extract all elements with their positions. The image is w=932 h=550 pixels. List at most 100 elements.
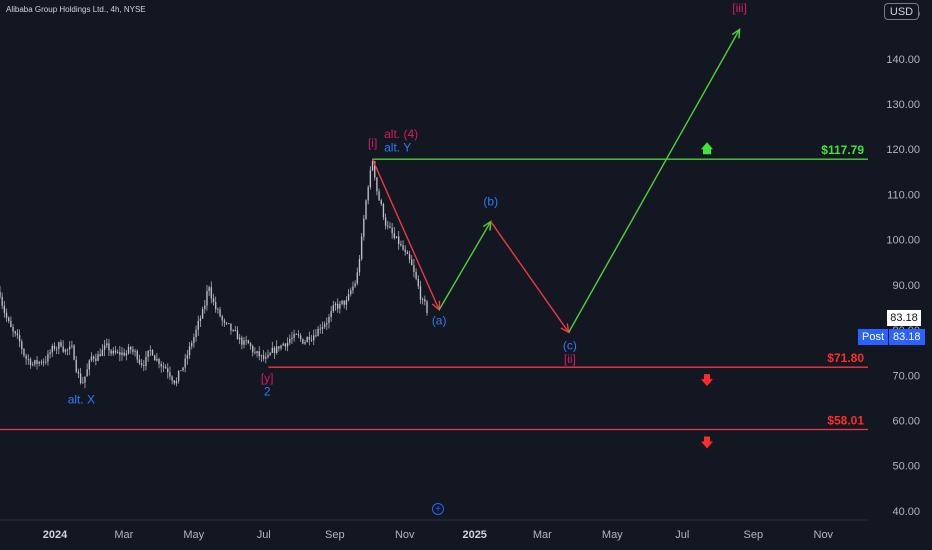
candle-body (256, 351, 258, 354)
candle-body (221, 316, 223, 321)
price-levels: $117.79 $71.80 $58.01 (0, 142, 868, 449)
arrow-down-icon (701, 374, 713, 387)
candle-body (88, 360, 91, 370)
candle-body (214, 302, 217, 310)
candle-body (25, 355, 27, 359)
y-tick-label: 50.00 (892, 461, 920, 473)
candle-body (18, 335, 21, 342)
candle-body (125, 353, 128, 356)
candle-body (232, 330, 234, 332)
candle-body (175, 380, 178, 384)
candle-body (321, 327, 324, 329)
candle-body (374, 161, 376, 178)
y-tick-label: 120.00 (886, 144, 920, 156)
candle-body (64, 349, 67, 352)
candle-body (77, 371, 80, 374)
candle-body (180, 370, 182, 372)
wave-label: alt. Y (384, 140, 411, 154)
candle-body (16, 333, 19, 336)
wave-segment[interactable] (372, 159, 440, 311)
candle-body (382, 203, 385, 218)
candle-body (280, 345, 282, 349)
y-axis[interactable]: 40.0050.0060.0070.0080.0090.00100.00110.… (868, 0, 932, 550)
x-tick-label: Nov (395, 529, 415, 541)
candle-body (217, 309, 219, 310)
wave-segment[interactable] (568, 29, 741, 333)
candle-body (34, 360, 36, 365)
candle-body (376, 177, 378, 192)
last-price-tag: 83.18 (887, 310, 921, 326)
y-tick-label: 60.00 (892, 416, 920, 428)
candle-body (69, 346, 71, 350)
candle-body (58, 342, 60, 349)
candle-body (164, 366, 167, 369)
level-label: $117.79 (821, 143, 864, 157)
candle-body (247, 340, 250, 344)
candle-body (413, 265, 415, 272)
candle-body (262, 355, 265, 359)
candle-body (365, 200, 367, 219)
candle-body (286, 342, 289, 347)
candle-body (378, 191, 380, 201)
candle-body (186, 355, 189, 359)
y-tick-label: 40.00 (892, 506, 920, 518)
wave-label: [i] (368, 136, 377, 150)
candle-body (79, 373, 82, 384)
candle-body (86, 369, 88, 377)
candle-body (391, 227, 393, 234)
candle-body (417, 278, 419, 287)
candle-body (82, 382, 84, 384)
y-tick-label: 130.00 (886, 99, 920, 111)
candle-body (238, 337, 241, 340)
arrow-down-icon (701, 436, 713, 449)
candle-body (284, 343, 287, 347)
candle-body (384, 217, 387, 226)
x-tick-label: Nov (814, 529, 834, 541)
candle-body (258, 351, 260, 357)
wave-segment[interactable] (438, 221, 492, 311)
x-tick-label: Sep (325, 529, 345, 541)
candle-body (267, 355, 269, 358)
candle-body (228, 323, 230, 324)
x-tick-label: May (602, 529, 623, 541)
wave-label: 2 (264, 385, 271, 399)
y-axis-background (868, 0, 932, 550)
candle-body (173, 380, 175, 384)
candle-body (323, 324, 326, 328)
candle-body (332, 305, 335, 312)
candle-body (116, 352, 119, 353)
candle-body (289, 339, 291, 343)
x-tick-label: Jul (675, 529, 689, 541)
candle-body (114, 350, 117, 353)
candle-body (62, 346, 64, 352)
post-market-tag: Post 83.18 (858, 329, 925, 345)
candle-body (140, 363, 143, 366)
candle-body (12, 327, 14, 332)
wave-paths (372, 27, 741, 334)
candle-body (230, 323, 232, 331)
candle-body (84, 376, 86, 383)
candle-body (40, 361, 43, 363)
candle-body (354, 283, 356, 287)
candle-body (210, 287, 213, 299)
candle-body (199, 318, 202, 321)
add-plus-icon[interactable]: + (432, 503, 444, 515)
candle-body (371, 161, 374, 171)
candle-body (295, 334, 297, 335)
candle-body (188, 346, 191, 356)
x-tick-label: Jul (257, 529, 271, 541)
candle-body (380, 200, 382, 204)
candle-body (8, 317, 10, 321)
candle-body (234, 330, 236, 332)
candle-body (14, 331, 16, 334)
currency-button[interactable]: USD (884, 3, 919, 20)
x-axis[interactable]: 2024 Mar May Jul Sep Nov 2025 Mar May Jul Sep Nov (0, 519, 868, 550)
candle-body (225, 322, 228, 324)
level-label: $71.80 (827, 351, 864, 365)
y-tick-label: 140.00 (886, 54, 920, 66)
candle-body (112, 350, 114, 354)
wave-segment[interactable] (490, 221, 570, 333)
x-tick-label: May (183, 529, 204, 541)
candle-body (360, 236, 363, 259)
